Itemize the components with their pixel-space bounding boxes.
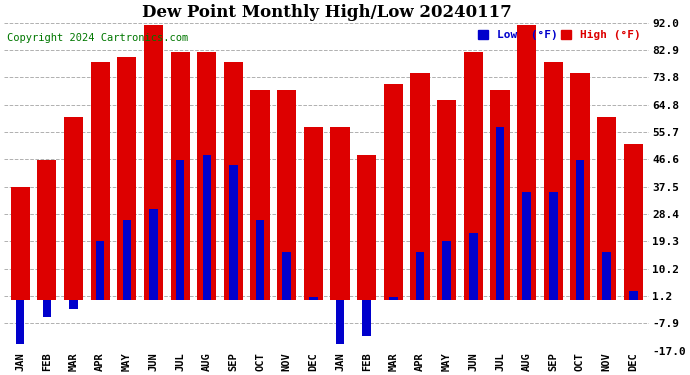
Bar: [469, 233, 477, 300]
Bar: [549, 192, 558, 300]
Bar: [416, 252, 424, 300]
Bar: [571, 73, 589, 300]
Bar: [282, 252, 291, 300]
Bar: [575, 160, 584, 300]
Bar: [304, 128, 323, 300]
Legend: Low  (°F), High (°F): Low (°F), High (°F): [478, 30, 640, 40]
Bar: [96, 241, 104, 300]
Bar: [464, 52, 483, 300]
Bar: [517, 24, 536, 300]
Bar: [389, 297, 397, 300]
Bar: [602, 252, 611, 300]
Bar: [437, 100, 456, 300]
Bar: [256, 219, 264, 300]
Bar: [202, 154, 211, 300]
Bar: [522, 192, 531, 300]
Bar: [224, 63, 243, 300]
Bar: [597, 117, 616, 300]
Bar: [331, 128, 350, 300]
Bar: [442, 241, 451, 300]
Bar: [10, 187, 30, 300]
Bar: [43, 300, 51, 317]
Bar: [362, 300, 371, 336]
Bar: [384, 84, 403, 300]
Bar: [176, 160, 184, 300]
Bar: [629, 291, 638, 300]
Bar: [250, 90, 270, 300]
Bar: [624, 144, 643, 300]
Bar: [37, 160, 57, 300]
Bar: [123, 219, 131, 300]
Bar: [64, 117, 83, 300]
Bar: [197, 52, 217, 300]
Text: Copyright 2024 Cartronics.com: Copyright 2024 Cartronics.com: [8, 33, 188, 42]
Bar: [357, 154, 376, 300]
Bar: [117, 57, 137, 300]
Bar: [277, 90, 296, 300]
Bar: [491, 90, 510, 300]
Bar: [309, 297, 317, 300]
Bar: [229, 165, 237, 300]
Bar: [90, 63, 110, 300]
Bar: [411, 73, 430, 300]
Bar: [144, 24, 163, 300]
Bar: [544, 63, 563, 300]
Bar: [336, 300, 344, 344]
Title: Dew Point Monthly High/Low 20240117: Dew Point Monthly High/Low 20240117: [142, 4, 511, 21]
Bar: [69, 300, 78, 309]
Bar: [170, 52, 190, 300]
Bar: [495, 128, 504, 300]
Bar: [16, 300, 24, 344]
Bar: [149, 209, 158, 300]
